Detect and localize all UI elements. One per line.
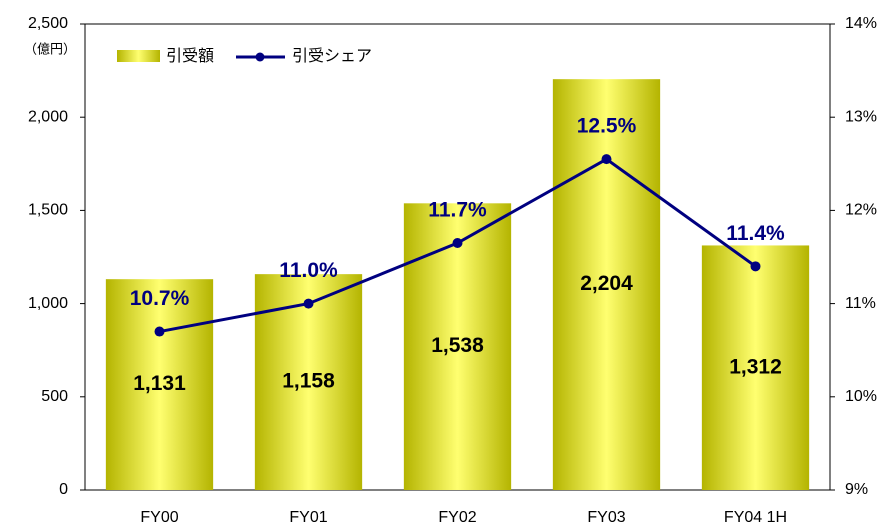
- line-value-label: 12.5%: [577, 115, 637, 138]
- y-axis-label: （億円）: [24, 41, 76, 56]
- line-value-label: 10.7%: [130, 287, 190, 310]
- x-tick-label: FY01: [289, 509, 327, 526]
- bar: [552, 79, 661, 490]
- x-tick-label: FY00: [140, 509, 178, 526]
- line-point: [452, 238, 463, 249]
- y-tick-label: 0: [59, 481, 68, 498]
- y-tick-label: 1,500: [28, 202, 68, 219]
- legend-dot: [255, 52, 265, 62]
- bar: [701, 245, 810, 490]
- bar-value-label: 2,204: [580, 272, 633, 295]
- y2-tick-label: 13%: [845, 108, 877, 125]
- y2-tick-label: 14%: [845, 15, 877, 32]
- bar-value-label: 1,131: [133, 372, 186, 395]
- legend-swatch: [117, 50, 160, 62]
- bar-value-label: 1,158: [282, 370, 335, 393]
- y2-tick-label: 10%: [845, 388, 877, 405]
- y-tick-label: 1,000: [28, 295, 68, 312]
- y-tick-label: 500: [41, 388, 68, 405]
- line-point: [303, 298, 314, 309]
- y-tick-label: 2,000: [28, 108, 68, 125]
- y-tick-label: 2,500: [28, 15, 68, 32]
- x-tick-label: FY02: [438, 509, 476, 526]
- line-value-label: 11.0%: [279, 259, 338, 282]
- legend-label: 引受シェア: [292, 47, 372, 65]
- y2-tick-label: 9%: [845, 481, 868, 498]
- bar: [403, 203, 512, 490]
- bar-value-label: 1,312: [729, 355, 782, 378]
- line-value-label: 11.7%: [428, 199, 487, 222]
- x-tick-label: FY03: [587, 509, 625, 526]
- bar-value-label: 1,538: [431, 334, 484, 357]
- legend-label: 引受額: [166, 47, 214, 65]
- y2-tick-label: 11%: [845, 295, 876, 312]
- line-point: [601, 154, 612, 165]
- bar: [105, 279, 214, 490]
- y2-tick-label: 12%: [845, 202, 877, 219]
- line-point: [154, 326, 165, 337]
- x-tick-label: FY04 1H: [724, 509, 787, 526]
- line-value-label: 11.4%: [726, 222, 785, 245]
- line-point: [750, 261, 761, 272]
